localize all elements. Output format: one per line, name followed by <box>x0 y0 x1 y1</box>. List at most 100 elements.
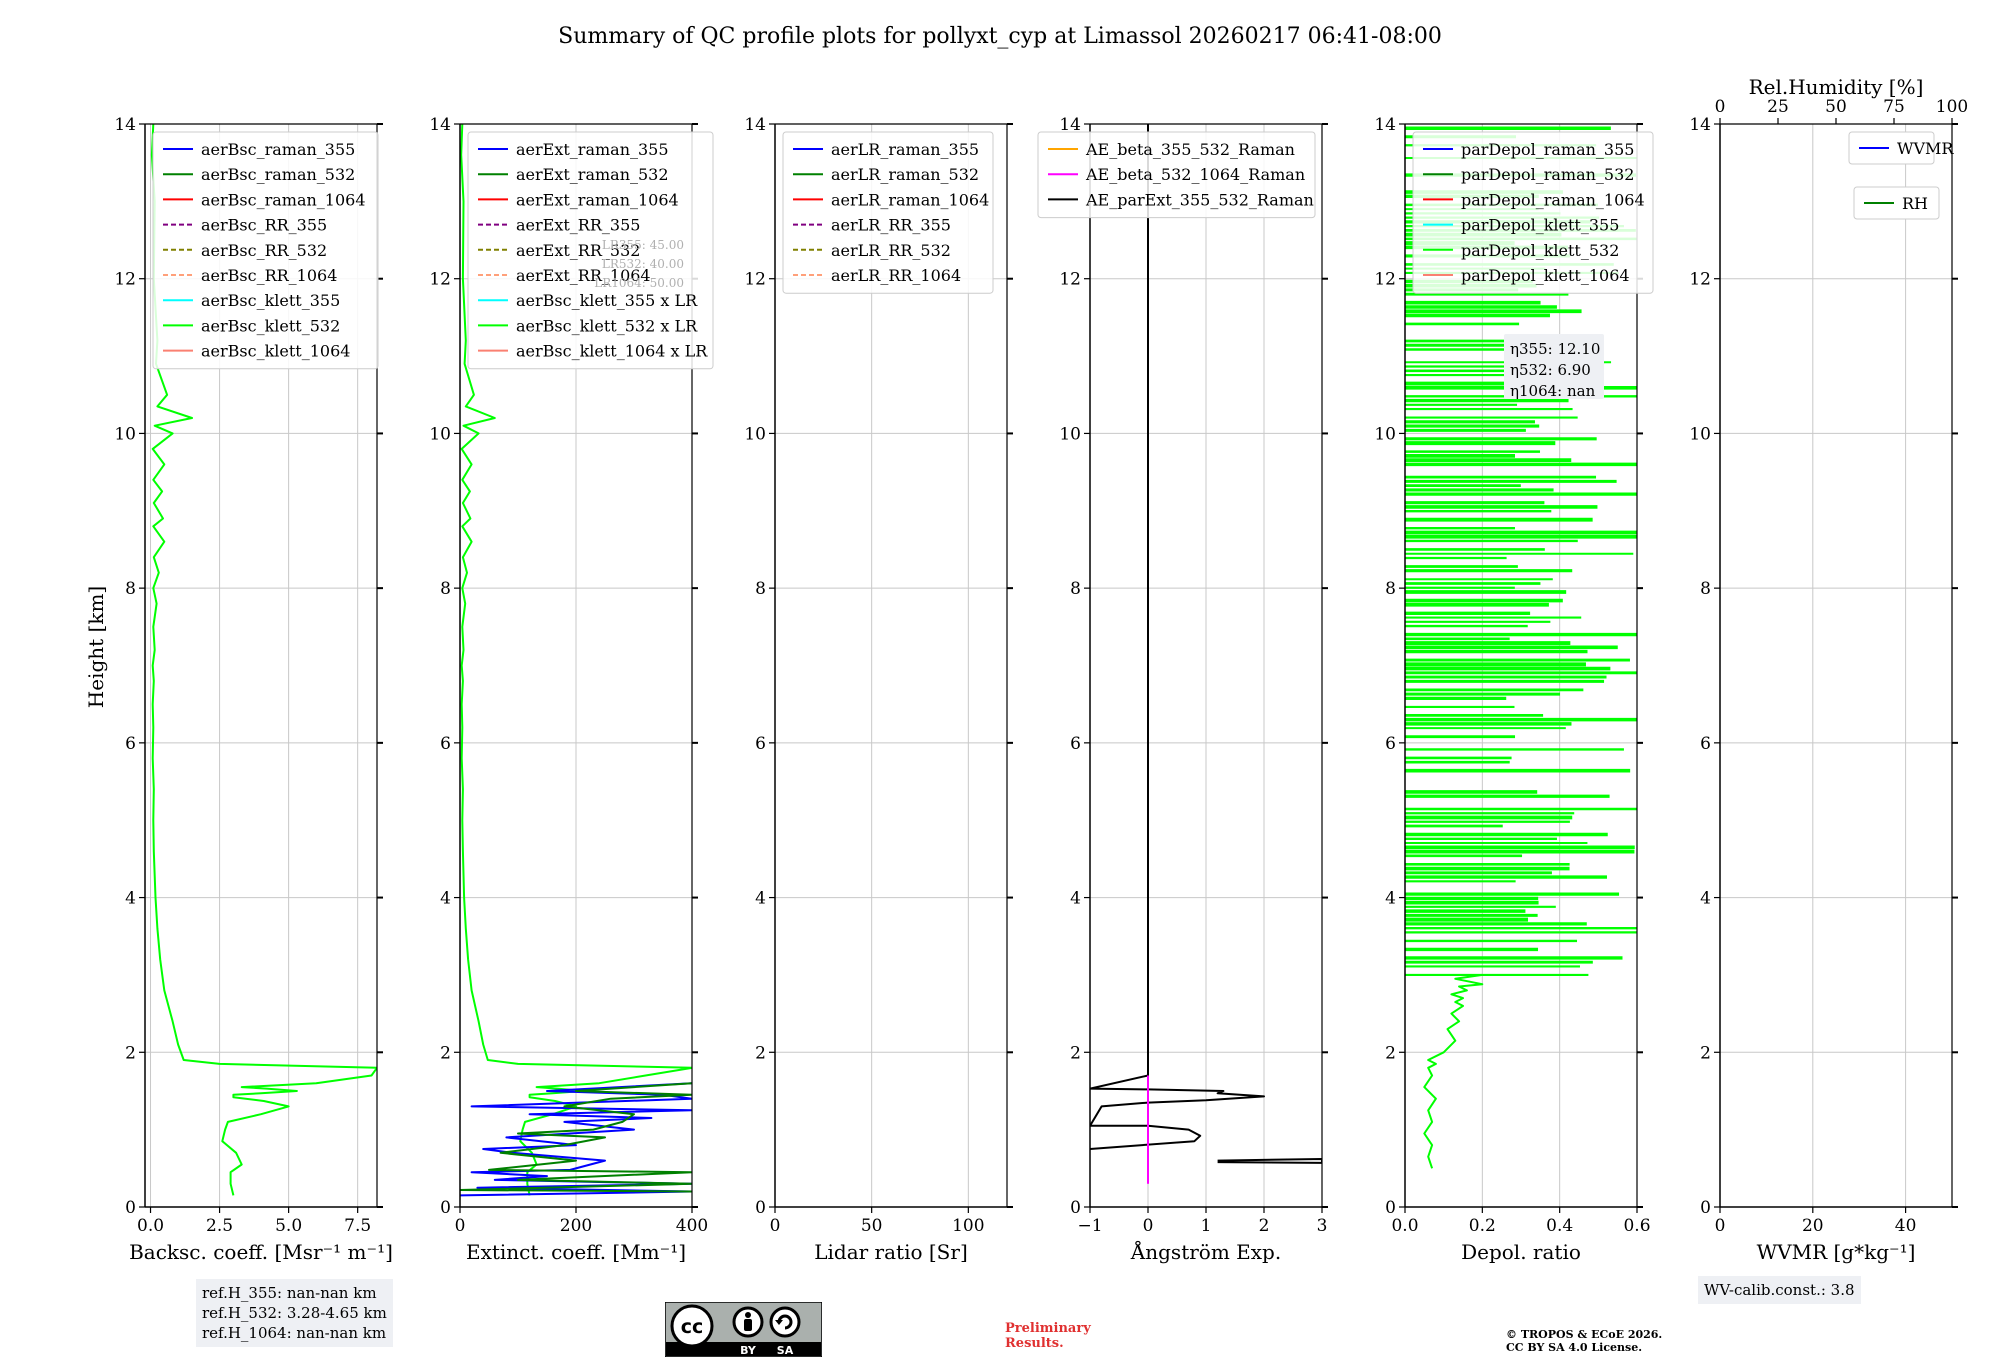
ref-height-532: ref.H_532: 3.28-4.65 km <box>202 1304 387 1322</box>
series-line <box>460 1082 692 1193</box>
legend-label: aerExt_RR_532 <box>516 241 640 260</box>
legend-frame <box>152 131 379 370</box>
x-axis-label: WVMR [g*kg⁻¹] <box>1757 1240 1916 1264</box>
x-tick-label: 7.5 <box>344 1216 371 1236</box>
lidar-ratio-label: LR532: 40.00 <box>602 257 684 271</box>
y-tick-label: 0 <box>1070 1198 1081 1218</box>
lidar-ratio-label: LR1064: 50.00 <box>594 276 684 290</box>
y-tick-label: 6 <box>1700 734 1711 754</box>
y-tick-label: 12 <box>1059 270 1081 290</box>
y-tick-label: 8 <box>1700 579 1711 599</box>
y-tick-label: 0 <box>755 1198 766 1218</box>
series-group <box>1090 124 1322 1184</box>
y-tick-label: 4 <box>1385 889 1396 909</box>
y-tick-label: 10 <box>1374 424 1396 444</box>
y-tick-label: 8 <box>1070 579 1081 599</box>
eta-label: η1064: nan <box>1510 382 1596 400</box>
x-tick-label: 3 <box>1317 1216 1328 1236</box>
x-tick-label: 5.0 <box>275 1216 302 1236</box>
y-tick-label: 4 <box>440 889 451 909</box>
legend-label: aerLR_RR_355 <box>831 216 951 235</box>
chart-title: Summary of QC profile plots for pollyxt_… <box>558 24 1442 49</box>
x-tick-label: 20 <box>1802 1216 1824 1236</box>
legend: aerExt_raman_355 aerExt_raman_532 aerExt_r… <box>467 131 714 370</box>
series-line <box>1217 1158 1322 1164</box>
x-tick-label: 40 <box>1895 1216 1917 1236</box>
legend-frame <box>1037 131 1316 219</box>
y-axis-label: Height [km] <box>84 586 108 708</box>
series-group <box>150 124 377 1196</box>
y-tick-label: 10 <box>1059 424 1081 444</box>
y-tick-label: 10 <box>744 424 766 444</box>
cc-icon-text: cc <box>681 1316 704 1338</box>
eta-label: η355: 12.10 <box>1510 340 1600 358</box>
legend: aerBsc_raman_355 aerBsc_raman_532 aerBsc_r… <box>152 131 379 370</box>
x-tick-label: 0 <box>1715 1216 1726 1236</box>
legend-frame <box>1412 131 1654 294</box>
x-tick-label: −1 <box>1077 1216 1102 1236</box>
y-tick-label: 14 <box>744 115 766 135</box>
y-tick-label: 10 <box>1689 424 1711 444</box>
series-line <box>1423 973 1484 1169</box>
y-tick-label: 6 <box>125 734 136 754</box>
y-tick-label: 6 <box>1385 734 1396 754</box>
x-tick-label: 0.0 <box>137 1216 164 1236</box>
legend-label: aerBsc_klett_532 x LR <box>516 316 698 335</box>
preliminary-line-2: Results. <box>1005 1336 1064 1351</box>
y-tick-label: 4 <box>755 889 766 909</box>
y-tick-label: 8 <box>125 579 136 599</box>
top-x-tick-label: 0 <box>1715 97 1726 117</box>
cc-icon <box>670 1304 714 1348</box>
legend-frame <box>1853 186 1940 220</box>
y-tick-label: 12 <box>1374 270 1396 290</box>
copyright-note: © TROPOS & ECoE 2026. CC BY SA 4.0 Licen… <box>1506 1328 1662 1354</box>
y-tick-label: 2 <box>1385 1043 1396 1063</box>
lidar-ratio-label: LR355: 45.00 <box>602 238 684 252</box>
x-tick-label: 1 <box>1201 1216 1212 1236</box>
y-tick-label: 2 <box>125 1043 136 1063</box>
legend-label: RH <box>1902 194 1928 213</box>
series-line <box>1090 124 1265 1150</box>
legend-label: aerExt_raman_355 <box>516 140 669 159</box>
y-tick-label: 8 <box>755 579 766 599</box>
top-x-tick-label: 100 <box>1936 97 1968 117</box>
legend: AE_beta_355_532_Raman AE_beta_532_1064_Ra… <box>1037 131 1316 219</box>
legend-label: aerExt_RR_1064 <box>516 266 651 285</box>
x-axis-label: Ångström Exp. <box>1130 1239 1281 1264</box>
eta-box <box>1504 334 1604 399</box>
panel-depolarization: 0 2 4 6 8 10 12 14 0.0 0.2 0.4 0.6 Depol. ratio parDe… <box>1374 115 1654 1264</box>
x-tick-label: 200 <box>560 1216 592 1236</box>
legend: aerLR_raman_355 aerLR_raman_532 aerLR_rama… <box>782 131 994 294</box>
top-x-tick-label: 25 <box>1767 97 1789 117</box>
y-tick-label: 4 <box>125 889 136 909</box>
x-tick-label: 0.0 <box>1391 1216 1418 1236</box>
y-tick-label: 4 <box>1700 889 1711 909</box>
copyright-line-2: CC BY SA 4.0 License. <box>1506 1341 1643 1354</box>
y-tick-label: 6 <box>755 734 766 754</box>
y-tick-label: 12 <box>1689 270 1711 290</box>
x-tick-label: 0 <box>770 1216 781 1236</box>
reference-height-box: ref.H_355: nan-nan km ref.H_532: 3.28-4.… <box>196 1279 393 1347</box>
x-tick-label: 0.6 <box>1623 1216 1650 1236</box>
x-axis-label: Depol. ratio <box>1461 1240 1581 1264</box>
y-tick-label: 0 <box>1700 1198 1711 1218</box>
eta-label: η532: 6.90 <box>1510 361 1591 379</box>
y-tick-label: 2 <box>755 1043 766 1063</box>
x-tick-label: 2.5 <box>206 1216 233 1236</box>
legend-label: aerBsc_raman_532 <box>201 165 355 184</box>
panel-lidar_ratio: 0 2 4 6 8 10 12 14 0 50 100 Lidar ratio [Sr] aerLR_r… <box>744 115 1013 1264</box>
legend-label: aerBsc_klett_532 <box>201 316 340 335</box>
y-tick-label: 10 <box>429 424 451 444</box>
legend-label: AE_beta_532_1064_Raman <box>1085 165 1305 184</box>
y-tick-label: 2 <box>1070 1043 1081 1063</box>
sa-label: SA <box>777 1344 794 1357</box>
y-tick-label: 14 <box>429 115 451 135</box>
legend: parDepol_raman_355 parDepol_raman_532 parD… <box>1412 131 1654 294</box>
y-tick-label: 14 <box>1374 115 1396 135</box>
legend-label: WVMR <box>1897 139 1954 158</box>
legend-frame <box>467 131 714 370</box>
series-line <box>150 124 377 1196</box>
wv-calib-text: WV-calib.const.: 3.8 <box>1704 1281 1855 1299</box>
y-tick-label: 10 <box>114 424 136 444</box>
